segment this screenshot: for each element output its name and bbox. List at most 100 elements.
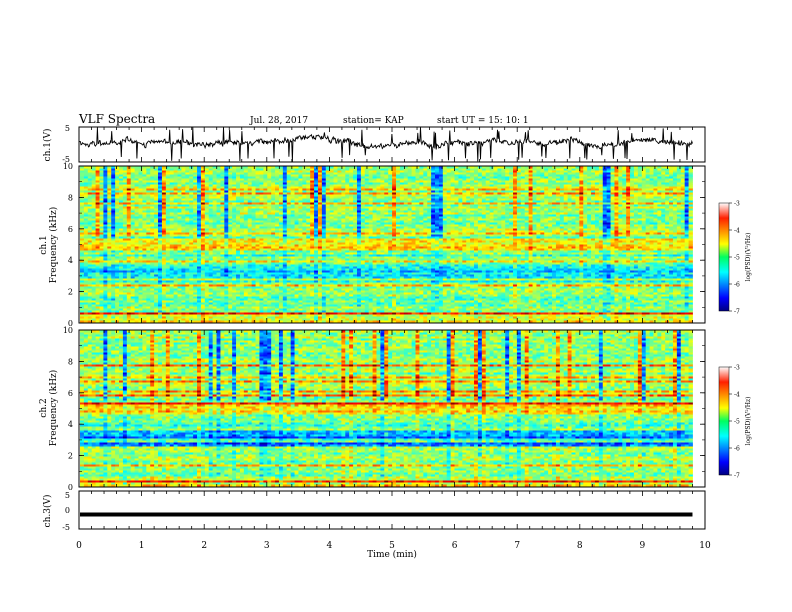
spectrogram-cell [384,182,389,185]
spectrogram-cell [493,182,498,185]
ch1-waveform-trace-group [78,127,693,162]
spectrogram-cell [208,170,214,173]
spectrogram-cell [614,180,619,183]
spectrogram-cell [204,174,210,177]
spectrogram-cell [278,170,284,173]
spectrogram-cell [653,184,658,187]
spectrogram-cell [571,178,576,181]
spectrogram-cell [395,168,401,171]
spectrogram-cell [294,172,299,175]
spectrogram-cell [236,168,241,171]
spectrogram-cell [423,176,428,179]
spectrogram-cell [325,168,331,171]
spectrogram-cell [356,184,362,187]
spectrogram-cell [119,170,124,173]
spectrogram-cell [442,168,448,171]
spectrogram-cell [119,174,124,177]
spectrogram-cell [411,166,416,169]
spectrogram-cell [661,174,666,177]
spectrogram-cell [212,176,217,179]
spectrogram-cell [411,178,416,181]
spectrogram-cell [450,174,455,177]
spectrogram-cell [450,178,455,181]
spectrogram-cell [197,184,202,187]
spectrogram-cell [509,178,514,181]
spectrogram-cell [259,184,264,187]
spectrogram-cell [575,180,580,183]
spectrogram-cell [458,182,463,185]
spectrogram-cell [442,184,448,187]
spectrogram-cell [302,178,307,181]
spectrogram-cell [134,176,139,179]
spectrogram-cell [111,176,116,179]
spectrogram-cell [637,184,643,187]
spectrogram-cell [419,182,424,185]
spectrogram-cell [536,180,541,183]
spectrogram-cell [282,168,288,171]
spectrogram-cell [380,176,385,179]
spectrogram-cell [189,180,194,183]
spectrogram-cell [91,186,96,189]
spectrogram-cell [610,166,615,169]
spectrogram-cell [602,182,608,185]
ch1-waveform-time-ticks [78,127,706,162]
spectrogram-cell [423,170,428,173]
spectrogram-cell [103,172,108,175]
spectrogram-cell [399,180,405,183]
spectrogram-cell [95,170,100,173]
spectrogram-cell [353,182,358,185]
spectrogram-cell [130,180,136,183]
spectrogram-cell [477,180,483,183]
spectrogram-cell [189,178,194,181]
spectrogram-cell [470,184,475,187]
spectrogram-cell [614,168,619,171]
spectrogram-cell [271,178,276,181]
spectrogram-cell [470,170,475,173]
spectrogram-cell [103,174,108,177]
spectrogram-cell [87,166,93,169]
spectrogram-cell [337,168,342,171]
spectrogram-cell [165,182,171,185]
spectrogram-cell [516,168,522,171]
spectrogram-cell [286,176,292,179]
spectrogram-cell [134,178,139,181]
spectrogram-cell [271,168,276,171]
spectrogram-cell [481,178,487,181]
spectrogram-cell [470,168,475,171]
spectrogram-cell [368,184,373,187]
spectrogram-cell [298,166,303,169]
spectrogram-cell [189,182,194,185]
spectrogram-cell [232,168,237,171]
spectrogram-cell [384,174,389,177]
spectrogram-cell [317,166,323,169]
spectrogram-cell [633,166,639,169]
spectrogram-cell [524,182,530,185]
spectrogram-cell [259,170,264,173]
spectrogram-cell [489,184,494,187]
spectrogram-cell [197,166,202,169]
spectrogram-cell [329,174,334,177]
spectrogram-cell [224,170,229,173]
spectrogram-cell [520,184,526,187]
spectrogram-cell [672,176,678,179]
spectrogram-cell [267,168,272,171]
spectrogram-cell [536,174,541,177]
spectrogram-cell [263,170,268,173]
spectrogram-cell [540,182,545,185]
spectrogram-cell [598,172,604,175]
spectrogram-cell [165,176,171,179]
spectrogram-cell [364,172,370,175]
spectrogram-cell [489,172,494,175]
spectrogram-cell [637,168,643,171]
spectrogram-cell [154,166,159,169]
spectrogram-cell [489,170,494,173]
spectrogram-cell [680,182,686,185]
spectrogram-cell [540,176,545,179]
spectrogram-cell [505,178,510,181]
start-ut-label: start UT = 15: 10: 1 [437,116,529,126]
spectrogram-cell [423,182,428,185]
spectrogram-cell [470,186,475,189]
spectrogram-cell [216,176,221,179]
spectrogram-cell [161,168,167,171]
spectrogram-cell [317,176,323,179]
